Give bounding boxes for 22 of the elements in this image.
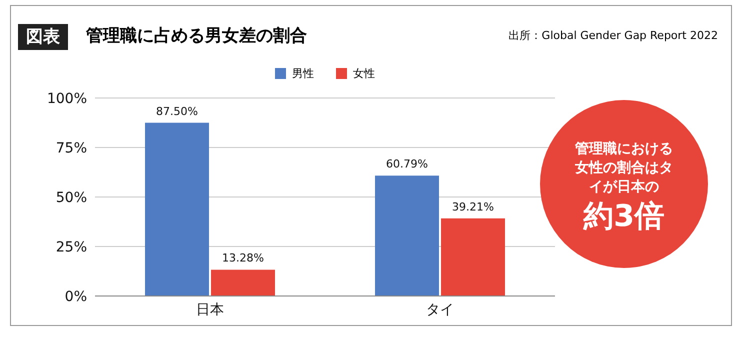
data-label: 60.79% (386, 158, 428, 171)
y-tick-label: 100% (46, 90, 87, 107)
legend-label: 女性 (353, 66, 375, 81)
x-tick-label: 日本 (196, 302, 224, 318)
y-tick-label: 75% (56, 140, 87, 156)
data-label: 87.50% (156, 104, 198, 118)
bar (375, 176, 439, 296)
bar (441, 218, 505, 296)
data-label: 39.21% (452, 200, 494, 214)
y-tick-label: 25% (56, 239, 87, 256)
bar (211, 270, 275, 296)
x-tick-label: タイ (426, 302, 454, 318)
chart-title: 管理職に占める男女差の割合 (86, 25, 307, 48)
y-tick-label: 0% (64, 288, 87, 305)
bar (145, 122, 209, 296)
text: 出所：Global Gender Gap Report 2022 (508, 28, 718, 43)
y-tick-label: 50% (56, 190, 87, 206)
text: 図表 (18, 24, 68, 50)
legend-label: 男性 (292, 66, 314, 81)
text: 管理職における女性の割合はタイが日本の (574, 140, 674, 197)
text: 約3倍 (582, 198, 666, 236)
data-label: 13.28% (222, 252, 264, 265)
